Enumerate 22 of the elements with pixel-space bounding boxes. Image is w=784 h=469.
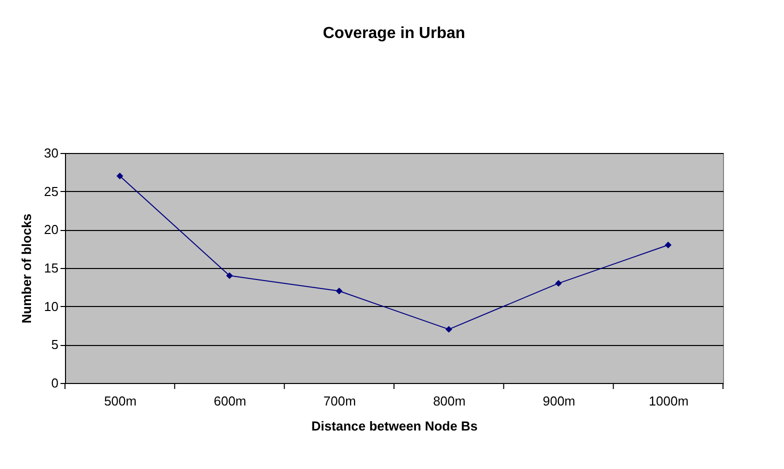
y-tick-label: 0 bbox=[51, 376, 58, 390]
x-axis-title: Distance between Node Bs bbox=[311, 418, 478, 434]
y-tick-label: 5 bbox=[51, 337, 58, 352]
x-tick-label: 500m bbox=[104, 394, 137, 408]
x-tick-label: 600m bbox=[214, 394, 246, 408]
y-tick-label: 15 bbox=[44, 260, 58, 276]
y-tick-label: 30 bbox=[44, 146, 58, 160]
point bbox=[116, 172, 124, 180]
x-tick-label: 1000m bbox=[648, 394, 689, 408]
y-tick-label: 25 bbox=[44, 184, 58, 199]
y-axis-title: Number of blocks bbox=[19, 214, 34, 324]
x-tick-label: 800m bbox=[433, 394, 466, 408]
point bbox=[226, 272, 233, 280]
point bbox=[445, 326, 452, 333]
x-tick-label: 900m bbox=[542, 394, 576, 408]
y-tick-label: 20 bbox=[44, 222, 58, 238]
x-tick-label: 700m bbox=[323, 394, 356, 408]
point bbox=[555, 280, 562, 287]
y-tick-label: 10 bbox=[44, 298, 58, 314]
point bbox=[336, 288, 343, 294]
chart-title: Coverage in Urban bbox=[322, 25, 466, 42]
point bbox=[664, 242, 672, 248]
